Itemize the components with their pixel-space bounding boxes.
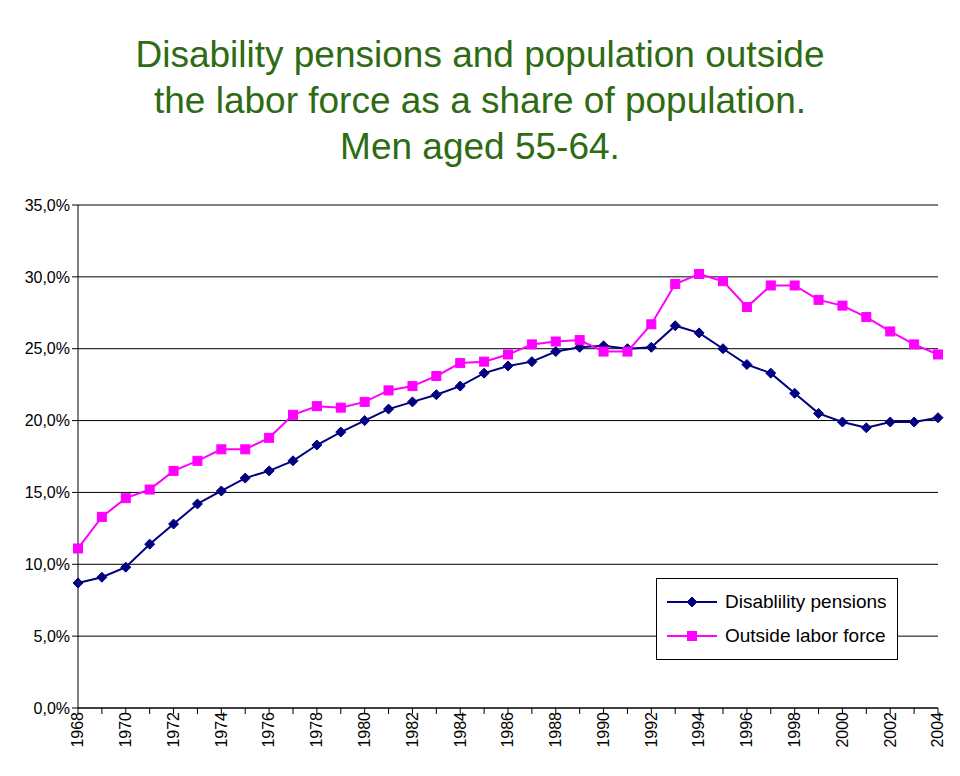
- svg-text:15,0%: 15,0%: [25, 484, 70, 501]
- svg-text:5,0%: 5,0%: [34, 628, 70, 645]
- svg-text:1984: 1984: [452, 712, 469, 748]
- svg-text:1992: 1992: [643, 712, 660, 748]
- svg-text:1990: 1990: [595, 712, 612, 748]
- html-text:Disability pensions and popula: Disability pensions and population outsi…: [135, 33, 825, 167]
- svg-text:0,0%: 0,0%: [34, 700, 70, 717]
- svg-text:25,0%: 25,0%: [25, 340, 70, 357]
- svg-text:1998: 1998: [786, 712, 803, 748]
- svg-text:10,0%: 10,0%: [25, 556, 70, 573]
- svg-text:1996: 1996: [738, 712, 755, 748]
- svg-text:2000: 2000: [834, 712, 851, 748]
- svg-text:35,0%: 35,0%: [25, 197, 70, 214]
- svg-text:1994: 1994: [690, 712, 707, 748]
- svg-text:1974: 1974: [213, 712, 230, 748]
- svg-text:30,0%: 30,0%: [25, 269, 70, 286]
- svg-text:1972: 1972: [165, 712, 182, 748]
- svg-text:1988: 1988: [547, 712, 564, 748]
- svg-text:2004: 2004: [929, 712, 946, 748]
- svg-text:1968: 1968: [69, 712, 86, 748]
- svg-text:1982: 1982: [404, 712, 421, 748]
- svg-text:1978: 1978: [308, 712, 325, 748]
- html-text:Disablility pensions: Disablility pensions: [725, 591, 887, 612]
- svg-text:2002: 2002: [882, 712, 899, 748]
- svg-text:1986: 1986: [499, 712, 516, 748]
- svg-text:1980: 1980: [356, 712, 373, 748]
- html-text:Outside labor force: Outside labor force: [725, 625, 886, 646]
- svg-text:1970: 1970: [117, 712, 134, 748]
- svg-text:20,0%: 20,0%: [25, 412, 70, 429]
- svg-text:1976: 1976: [260, 712, 277, 748]
